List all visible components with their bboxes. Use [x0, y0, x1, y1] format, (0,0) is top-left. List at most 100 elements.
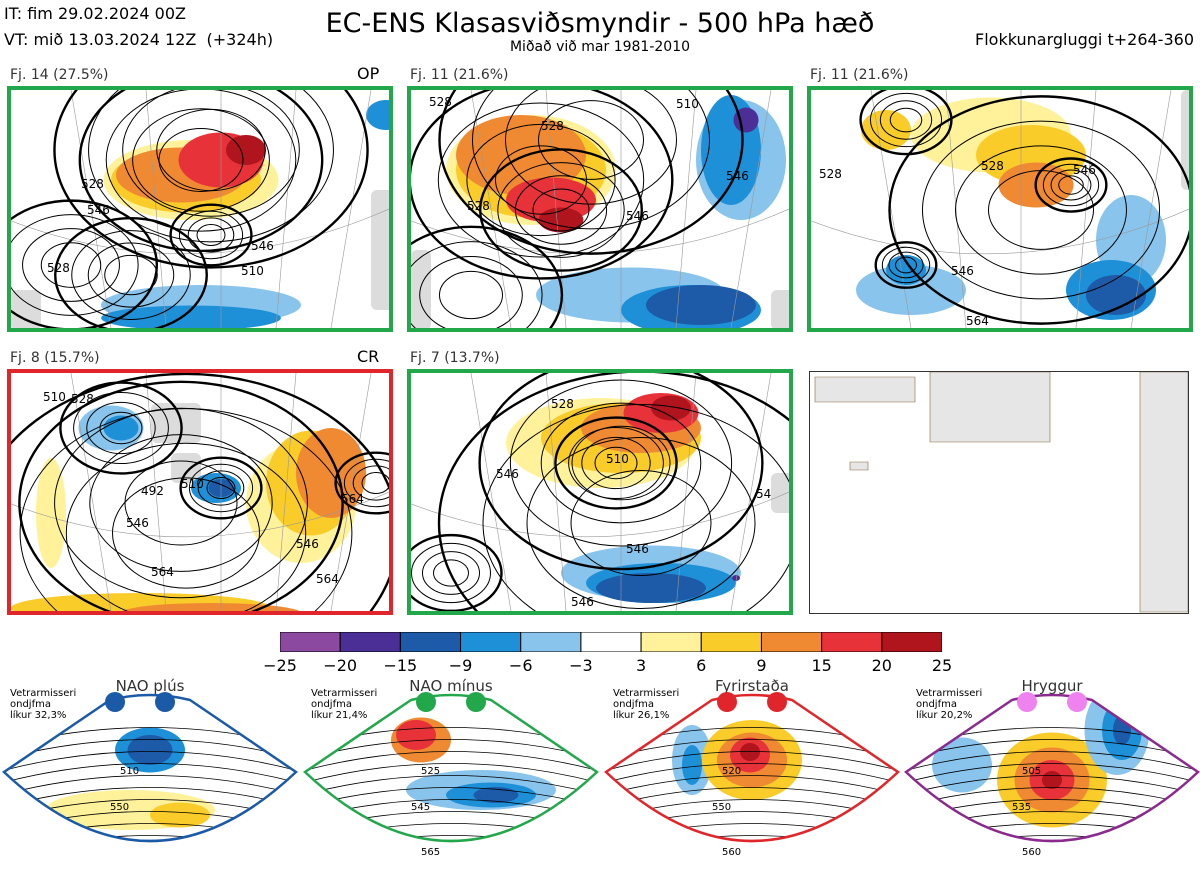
- land-shape: [849, 461, 869, 471]
- height-contour: [888, 251, 924, 279]
- colorbar-segment: [700, 631, 762, 653]
- height-contour: [196, 224, 226, 246]
- height-contour: [922, 120, 1160, 300]
- contour-label: 564: [316, 572, 339, 586]
- regime-contour: [4, 775, 296, 799]
- height-contour: [881, 246, 931, 284]
- regime-contour: [606, 763, 898, 787]
- height-contour: [188, 463, 254, 513]
- land-shape: [771, 290, 789, 328]
- height-contour: [874, 241, 938, 289]
- contour-label: 564: [151, 565, 174, 579]
- regime-contour: [4, 751, 296, 775]
- regime-contour-label: 510: [120, 766, 139, 777]
- contour-label: 510: [241, 264, 264, 278]
- regime-info-ridge: Vetrarmisseri ondjfma líkur 20,2%: [916, 688, 983, 721]
- regime-maps: 510 550 525 545 565 520 550 560 505 535 560: [2, 692, 1200, 858]
- page-subtitle: Miðað við mar 1981-2010: [509, 39, 691, 55]
- colorbar-tick-label: 20: [871, 656, 892, 675]
- height-contour: [19, 408, 353, 611]
- regime-name-ridge: Hryggur: [1021, 677, 1083, 695]
- height-contour: [571, 425, 671, 501]
- empty-map-panel: [809, 371, 1189, 614]
- height-contour: [73, 391, 169, 465]
- meridian-line: [275, 90, 297, 328]
- regime-contour-label: 560: [1022, 847, 1041, 858]
- land-shape: [814, 376, 916, 403]
- height-contour: [411, 542, 491, 604]
- panel-3-map: 546 528 528 546 564: [811, 90, 1189, 328]
- height-contour: [197, 470, 245, 506]
- height-contour: [343, 458, 389, 508]
- height-contour: [889, 107, 923, 133]
- height-contour: [124, 460, 238, 546]
- height-contour: [65, 442, 307, 611]
- colorbar: [279, 631, 943, 653]
- height-contour: [361, 472, 389, 494]
- regime-anomaly: [1042, 771, 1062, 789]
- height-contour: [54, 217, 208, 328]
- regime-contour: [606, 751, 898, 775]
- height-contour: [112, 477, 260, 589]
- regime-indicator-dot: [1067, 692, 1087, 712]
- height-contour: [411, 241, 543, 328]
- regime-anomaly: [127, 735, 173, 765]
- height-contour: [411, 533, 503, 611]
- contour-label: 528: [429, 95, 452, 109]
- height-contour: [71, 230, 191, 320]
- height-contour: [352, 465, 389, 501]
- colorbar-segment: [580, 631, 642, 653]
- contour-label: 546: [571, 595, 594, 609]
- regime-contour: [305, 835, 597, 841]
- contour-label: 528: [71, 392, 94, 406]
- height-contour: [86, 401, 156, 455]
- colorbar-tick-label: −20: [323, 656, 358, 675]
- height-contour: [438, 90, 744, 255]
- contour-label: 546: [1073, 163, 1096, 177]
- height-contour: [869, 92, 943, 148]
- contour-label: 510: [606, 452, 629, 466]
- valid-time: VT: mið 13.03.2024 12Z (+324h): [4, 30, 274, 49]
- height-contour: [526, 437, 756, 609]
- height-contour: [87, 242, 175, 308]
- regime-contour-label: 545: [411, 802, 430, 813]
- regime-border: [303, 693, 599, 843]
- height-contour: [88, 90, 334, 243]
- cluster-map-panel-1: 528 528 546 546 510: [7, 86, 393, 332]
- regime-border: [2, 693, 298, 843]
- contour-label: 528: [551, 397, 574, 411]
- anomaly-area: [733, 107, 759, 133]
- regime-info-blocking: Vetrarmisseri ondjfma líkur 26,1%: [613, 688, 680, 721]
- height-contour: [505, 90, 677, 205]
- height-contour: [495, 145, 587, 215]
- anomaly-area: [856, 265, 966, 315]
- regime-map: 505 535 560: [904, 692, 1200, 858]
- contour-label: 546: [951, 264, 974, 278]
- contour-label: 564: [341, 492, 364, 506]
- contour-label: 546: [626, 542, 649, 556]
- meridian-line: [470, 373, 512, 611]
- contour-label: 528: [981, 159, 1004, 173]
- height-contour: [104, 254, 158, 296]
- colorbar-tick-label: 6: [696, 656, 707, 675]
- parallel-line: [811, 208, 1189, 255]
- contour-label: 546: [87, 203, 110, 217]
- height-contour: [22, 228, 120, 302]
- height-contour: [472, 90, 710, 230]
- regime-contour: [606, 835, 898, 841]
- meridian-line: [470, 90, 512, 328]
- regime-contour-label: 550: [712, 802, 731, 813]
- meridian-line: [275, 373, 297, 611]
- panel-2-map: 528 528 510 546 546 528: [411, 90, 789, 328]
- colorbar-tick-label: 25: [931, 656, 953, 675]
- height-contour: [538, 100, 644, 180]
- meridian-line: [330, 373, 372, 611]
- height-contour: [466, 123, 616, 237]
- anomaly-area: [651, 395, 691, 421]
- regime-border: [904, 693, 1200, 843]
- colorbar-segment: [881, 631, 943, 653]
- height-contour: [439, 270, 503, 320]
- height-contour: [540, 402, 702, 524]
- height-contour: [879, 100, 933, 140]
- meridian-line: [1130, 90, 1172, 328]
